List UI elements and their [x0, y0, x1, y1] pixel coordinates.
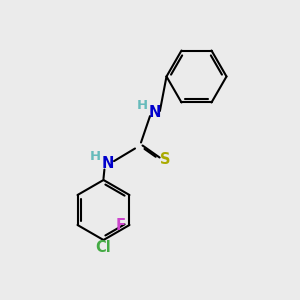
- Text: H: H: [136, 99, 148, 112]
- Text: N: N: [148, 105, 161, 120]
- Text: Cl: Cl: [96, 240, 111, 255]
- Text: N: N: [102, 156, 114, 171]
- Text: F: F: [116, 218, 125, 232]
- Text: H: H: [90, 149, 101, 163]
- Text: S: S: [160, 152, 170, 166]
